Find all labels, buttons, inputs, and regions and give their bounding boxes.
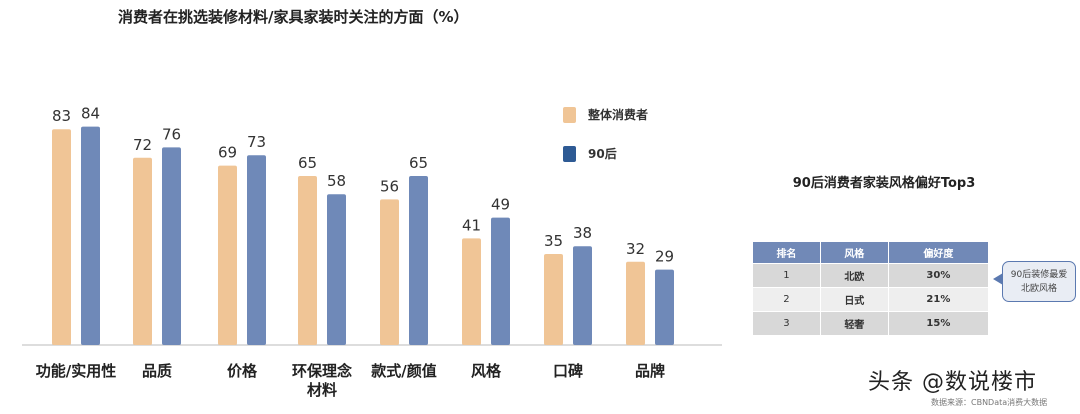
source-note: 数据来源：CBNData消费大数据 (931, 398, 1048, 407)
x-tick-label-3: 材料 (307, 381, 337, 399)
bar-90s-0 (81, 126, 100, 345)
data-label-overall-0: 83 (52, 107, 71, 125)
bar-90s-1 (162, 147, 181, 345)
callout-bubble: 90后装修最爱北欧风格 (1002, 261, 1076, 302)
cell-preference: 21% (887, 287, 990, 312)
bar-90s-2 (247, 155, 266, 345)
data-label-overall-4: 56 (380, 177, 399, 195)
cell-preference: 15% (887, 311, 990, 336)
cell-preference: 30% (887, 263, 990, 288)
legend-item-overall: 整体消费者 (563, 106, 648, 123)
bar-overall-6 (544, 254, 563, 345)
chart-title: 消费者在挑选装修材料/家具家装时关注的方面（%） (118, 8, 469, 26)
callout-pointer (993, 273, 1003, 285)
watermark: 头条 @数说楼市 (868, 370, 1037, 395)
bar-overall-2 (218, 165, 237, 345)
x-tick-label-4: 款式/颜值 (371, 362, 436, 380)
data-label-overall-3: 65 (298, 154, 317, 172)
legend-label-90s: 90后 (588, 147, 617, 161)
bar-90s-6 (573, 246, 592, 345)
bar-overall-5 (462, 238, 481, 345)
bar-overall-7 (626, 261, 645, 345)
data-label-90s-0: 84 (81, 105, 100, 123)
cell-rank: 1 (752, 263, 821, 288)
legend-item-90s: 90后 (563, 145, 617, 162)
table-title: 90后消费者家装风格偏好Top3 (792, 176, 976, 191)
data-label-overall-2: 69 (218, 144, 237, 162)
x-tick-label-0: 功能/实用性 (36, 362, 116, 380)
data-label-90s-1: 76 (162, 125, 181, 143)
x-tick-label-7: 品牌 (635, 362, 665, 380)
bar-chart: 83 84 72 76 69 73 65 58 56 65 41 49 35 38 32 29 功能/实用性 品… (22, 105, 722, 399)
data-label-90s-2: 73 (247, 133, 266, 151)
cell-rank: 3 (752, 311, 821, 336)
bar-90s-7 (655, 269, 674, 345)
cell-style: 北欧 (819, 263, 889, 288)
data-label-90s-7: 29 (655, 248, 674, 266)
data-label-overall-7: 32 (626, 240, 645, 258)
legend-swatch-overall (563, 106, 576, 123)
bar-overall-4 (380, 199, 399, 345)
x-tick-label-5: 风格 (471, 362, 502, 380)
data-label-90s-3: 58 (327, 172, 346, 190)
data-label-overall-6: 35 (544, 232, 563, 250)
style-preference-table: 排名 风格 偏好度 1 北欧 30% 2 日式 21% 3 轻奢 15% (752, 241, 990, 336)
cell-style: 日式 (819, 287, 889, 312)
legend-label-overall: 整体消费者 (588, 108, 649, 122)
header-rank: 排名 (752, 241, 821, 264)
header-preference: 偏好度 (887, 241, 990, 264)
bar-90s-4 (409, 176, 428, 345)
table-row: 2 日式 21% (752, 287, 990, 312)
data-label-90s-6: 38 (573, 224, 592, 242)
bar-overall-1 (133, 157, 152, 345)
x-tick-label-1: 品质 (142, 362, 172, 380)
data-label-overall-5: 41 (462, 216, 481, 234)
legend-swatch-90s (563, 145, 576, 162)
data-label-90s-5: 49 (491, 196, 510, 214)
header-style: 风格 (819, 241, 889, 264)
x-tick-label-2: 价格 (227, 362, 258, 380)
x-tick-label-3: 环保理念 (292, 362, 352, 380)
bar-90s-5 (491, 217, 510, 345)
data-label-90s-4: 65 (409, 154, 428, 172)
table-row: 1 北欧 30% (752, 263, 990, 288)
data-label-overall-1: 72 (133, 136, 152, 154)
bar-overall-3 (298, 176, 317, 345)
table-header-row: 排名 风格 偏好度 (752, 241, 990, 264)
x-tick-label-6: 口碑 (553, 362, 583, 380)
cell-style: 轻奢 (819, 311, 889, 336)
bar-overall-0 (52, 129, 71, 345)
cell-rank: 2 (752, 287, 821, 312)
table-row: 3 轻奢 15% (752, 311, 990, 336)
bar-90s-3 (327, 194, 346, 345)
